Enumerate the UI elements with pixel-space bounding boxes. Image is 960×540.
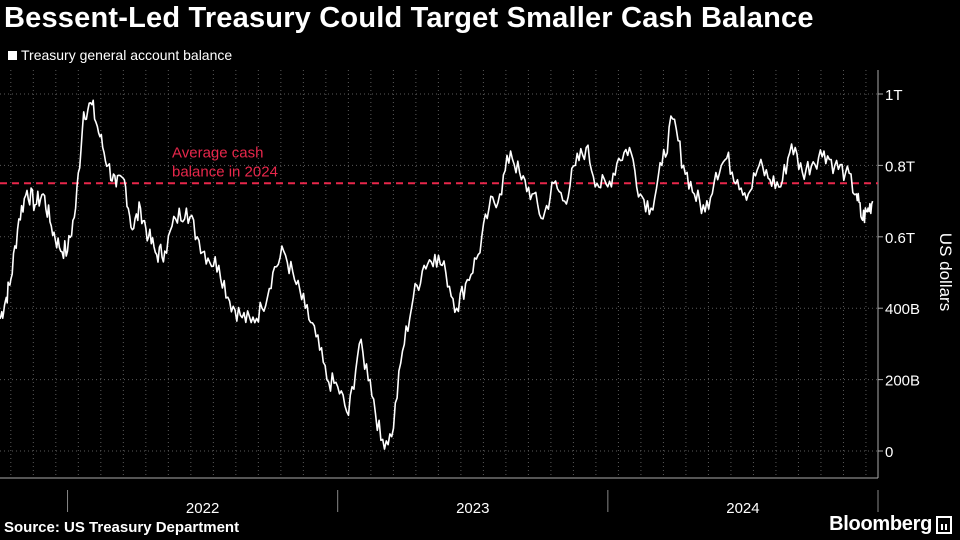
bloomberg-logo: Bloomberg: [829, 513, 952, 536]
chart-title: Bessent-Led Treasury Could Target Smalle…: [4, 2, 814, 34]
y-axis-title: US dollars: [936, 233, 955, 311]
brand-name: Bloomberg: [829, 513, 932, 535]
y-tick-label: 0: [885, 444, 893, 461]
x-axis: 2022 2023 2024: [0, 477, 879, 517]
y-tick-label: 0.8T: [885, 158, 915, 175]
y-tick-label: 1T: [885, 87, 903, 104]
source-note: Source: US Treasury Department: [4, 519, 240, 536]
legend: Treasury general account balance: [8, 47, 232, 63]
average-label-line2: balance in 2024: [172, 163, 278, 180]
x-tick-label: 2023: [456, 500, 489, 517]
y-tick-label: 0.6T: [885, 230, 915, 247]
legend-swatch: [8, 50, 17, 60]
average-label-line1: Average cash: [172, 144, 263, 161]
grid-lines: [0, 70, 878, 478]
y-tick-label: 200B: [885, 373, 920, 390]
legend-label: Treasury general account balance: [21, 47, 233, 63]
x-tick-label: 2024: [726, 500, 759, 517]
series-line: [0, 99, 874, 450]
x-tick-label: 2022: [186, 500, 219, 517]
bloomberg-mark-icon: [936, 515, 952, 534]
y-tick-label: 400B: [885, 301, 920, 318]
y-axis: 0 200B 400B 0.6T 0.8T 1T: [877, 70, 920, 478]
